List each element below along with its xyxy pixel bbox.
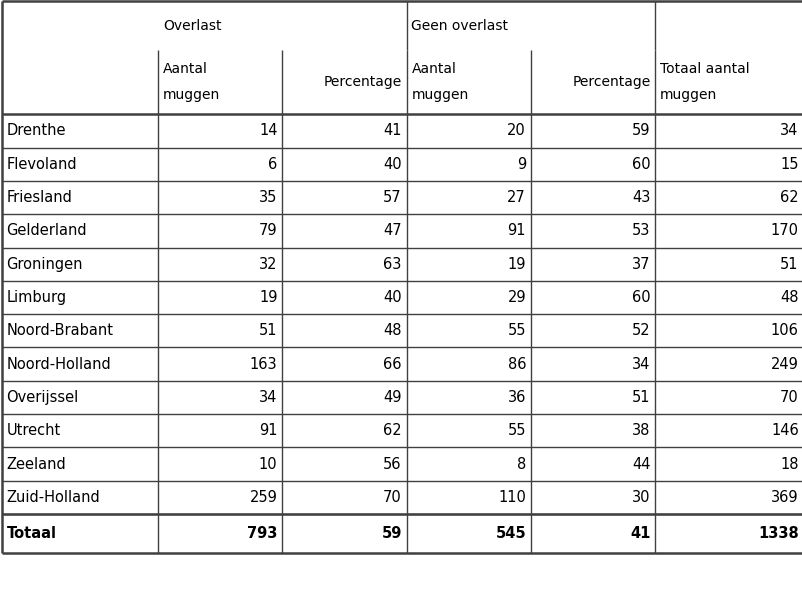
- Text: 9: 9: [516, 156, 526, 172]
- Text: Flevoland: Flevoland: [6, 156, 77, 172]
- Text: muggen: muggen: [163, 88, 220, 102]
- Text: 15: 15: [780, 156, 799, 172]
- Text: Geen overlast: Geen overlast: [411, 18, 508, 33]
- Text: 35: 35: [259, 190, 277, 205]
- Text: 91: 91: [508, 223, 526, 239]
- Text: Totaal aantal: Totaal aantal: [660, 62, 750, 76]
- Text: 110: 110: [498, 490, 526, 505]
- Text: 10: 10: [259, 456, 277, 472]
- Text: Friesland: Friesland: [6, 190, 72, 205]
- Text: 53: 53: [632, 223, 650, 239]
- Text: 249: 249: [771, 356, 799, 372]
- Text: 52: 52: [632, 323, 650, 339]
- Text: Zuid-Holland: Zuid-Holland: [6, 490, 100, 505]
- Text: 32: 32: [259, 256, 277, 272]
- Text: 56: 56: [383, 456, 402, 472]
- Text: 51: 51: [259, 323, 277, 339]
- Text: 40: 40: [383, 290, 402, 305]
- Text: 170: 170: [771, 223, 799, 239]
- Text: 34: 34: [259, 390, 277, 405]
- Text: 8: 8: [516, 456, 526, 472]
- Text: 38: 38: [632, 423, 650, 439]
- Text: 163: 163: [250, 356, 277, 372]
- Text: Overijssel: Overijssel: [6, 390, 79, 405]
- Text: Overlast: Overlast: [163, 18, 221, 33]
- Text: 43: 43: [632, 190, 650, 205]
- Text: 37: 37: [632, 256, 650, 272]
- Text: 48: 48: [780, 290, 799, 305]
- Text: 86: 86: [508, 356, 526, 372]
- Text: Groningen: Groningen: [6, 256, 83, 272]
- Text: 545: 545: [496, 526, 526, 541]
- Text: 44: 44: [632, 456, 650, 472]
- Text: Totaal: Totaal: [6, 526, 56, 541]
- Text: Drenthe: Drenthe: [6, 123, 66, 139]
- Text: 1338: 1338: [758, 526, 799, 541]
- Text: 59: 59: [382, 526, 402, 541]
- Text: 36: 36: [508, 390, 526, 405]
- Text: 47: 47: [383, 223, 402, 239]
- Text: Zeeland: Zeeland: [6, 456, 67, 472]
- Text: 146: 146: [771, 423, 799, 439]
- Text: 106: 106: [771, 323, 799, 339]
- Text: 91: 91: [259, 423, 277, 439]
- Text: 62: 62: [780, 190, 799, 205]
- Text: Noord-Holland: Noord-Holland: [6, 356, 111, 372]
- Text: 29: 29: [508, 290, 526, 305]
- Text: Gelderland: Gelderland: [6, 223, 87, 239]
- Text: 14: 14: [259, 123, 277, 139]
- Text: 19: 19: [508, 256, 526, 272]
- Text: 41: 41: [383, 123, 402, 139]
- Text: muggen: muggen: [411, 88, 468, 102]
- Text: 6: 6: [268, 156, 277, 172]
- Text: 62: 62: [383, 423, 402, 439]
- Text: 79: 79: [259, 223, 277, 239]
- Text: 59: 59: [632, 123, 650, 139]
- Text: 20: 20: [508, 123, 526, 139]
- Text: Percentage: Percentage: [572, 75, 650, 89]
- Text: 55: 55: [508, 423, 526, 439]
- Text: 41: 41: [630, 526, 650, 541]
- Text: 48: 48: [383, 323, 402, 339]
- Text: Aantal: Aantal: [411, 62, 456, 76]
- Text: 30: 30: [632, 490, 650, 505]
- Text: 34: 34: [632, 356, 650, 372]
- Text: 57: 57: [383, 190, 402, 205]
- Text: Limburg: Limburg: [6, 290, 67, 305]
- Text: muggen: muggen: [660, 88, 717, 102]
- Text: Percentage: Percentage: [323, 75, 402, 89]
- Text: 793: 793: [247, 526, 277, 541]
- Text: 70: 70: [383, 490, 402, 505]
- Text: 18: 18: [780, 456, 799, 472]
- Text: 60: 60: [632, 156, 650, 172]
- Text: Utrecht: Utrecht: [6, 423, 61, 439]
- Text: Aantal: Aantal: [163, 62, 208, 76]
- Text: 49: 49: [383, 390, 402, 405]
- Text: 51: 51: [780, 256, 799, 272]
- Text: 51: 51: [632, 390, 650, 405]
- Text: 34: 34: [780, 123, 799, 139]
- Text: 66: 66: [383, 356, 402, 372]
- Text: Noord-Brabant: Noord-Brabant: [6, 323, 113, 339]
- Text: 369: 369: [772, 490, 799, 505]
- Text: 40: 40: [383, 156, 402, 172]
- Text: 27: 27: [508, 190, 526, 205]
- Text: 60: 60: [632, 290, 650, 305]
- Text: 70: 70: [780, 390, 799, 405]
- Text: 55: 55: [508, 323, 526, 339]
- Text: 19: 19: [259, 290, 277, 305]
- Text: 63: 63: [383, 256, 402, 272]
- Text: 259: 259: [249, 490, 277, 505]
